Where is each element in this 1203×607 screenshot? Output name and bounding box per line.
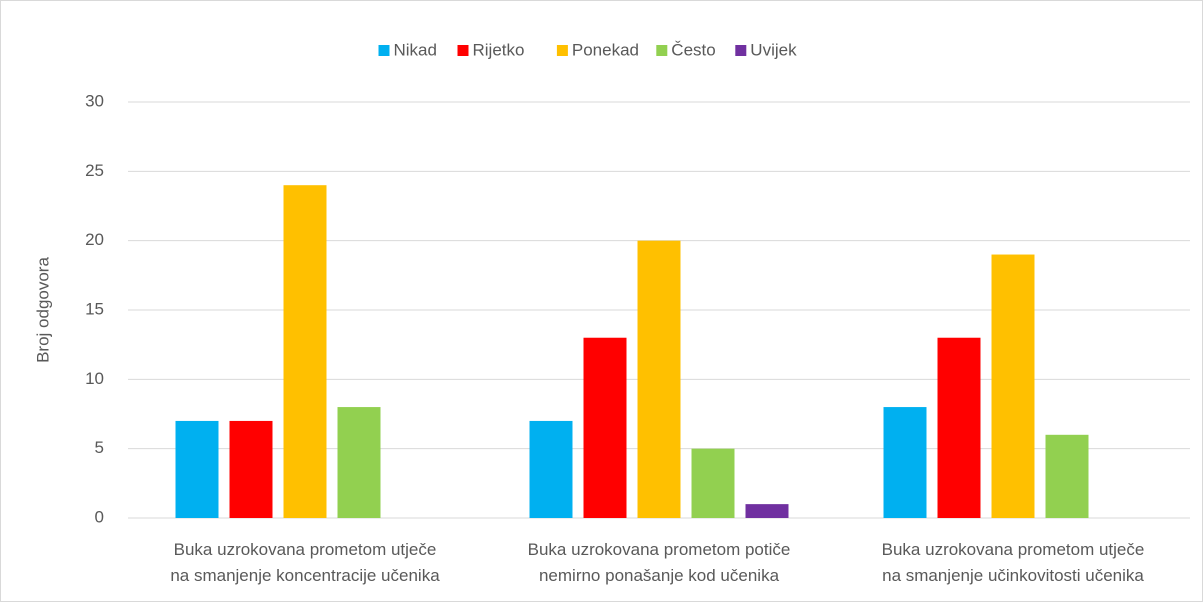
legend-swatch [656, 45, 668, 56]
y-axis-label: Broj odgovora [33, 257, 52, 363]
legend-label: Ponekad [572, 40, 639, 59]
x-tick-label-line: na smanjenje koncentracije učenika [170, 566, 440, 585]
y-tick-label: 25 [85, 161, 104, 180]
legend-swatch [378, 45, 390, 56]
bar [883, 407, 927, 518]
bar [745, 504, 789, 518]
bar [691, 448, 735, 518]
bar [229, 420, 273, 518]
x-tick-label: Buka uzrokovana prometom utječe na smanje… [170, 540, 440, 585]
x-tick-label-line: na smanjenje učinkovitosti učenika [882, 566, 1144, 585]
x-tick-label: Buka uzrokovana prometom utječe na smanje… [882, 540, 1145, 585]
y-tick-label: 15 [85, 299, 104, 318]
bar [529, 420, 573, 518]
y-tick-label: 30 [85, 91, 104, 110]
legend-swatch [457, 45, 469, 56]
x-tick-label-line: Buka uzrokovana prometom utječe [882, 540, 1145, 559]
legend-swatch [556, 45, 568, 56]
y-tick-label: 10 [85, 369, 104, 388]
y-tick-label: 0 [95, 507, 104, 526]
legend-label: Rijetko [473, 40, 525, 59]
bar [283, 185, 327, 518]
x-tick-label-line: Buka uzrokovana prometom utječe [174, 540, 437, 559]
bar [637, 240, 681, 518]
x-tick-label: Buka uzrokovana prometom potiče nemirno p… [528, 540, 791, 585]
legend-swatch [735, 45, 747, 56]
legend-label: Često [671, 40, 715, 59]
y-tick-label: 5 [95, 438, 104, 457]
x-tick-label-line: Buka uzrokovana prometom potiče [528, 540, 791, 559]
y-tick-label: 20 [85, 230, 104, 249]
bar [175, 420, 219, 518]
bar [937, 337, 981, 518]
bar [583, 337, 627, 518]
bar [1045, 434, 1089, 518]
bar [337, 407, 381, 518]
bar [991, 254, 1035, 519]
legend-label: Uvijek [750, 40, 797, 59]
legend-label: Nikad [394, 40, 437, 59]
x-tick-label-line: nemirno ponašanje kod učenika [539, 566, 780, 585]
